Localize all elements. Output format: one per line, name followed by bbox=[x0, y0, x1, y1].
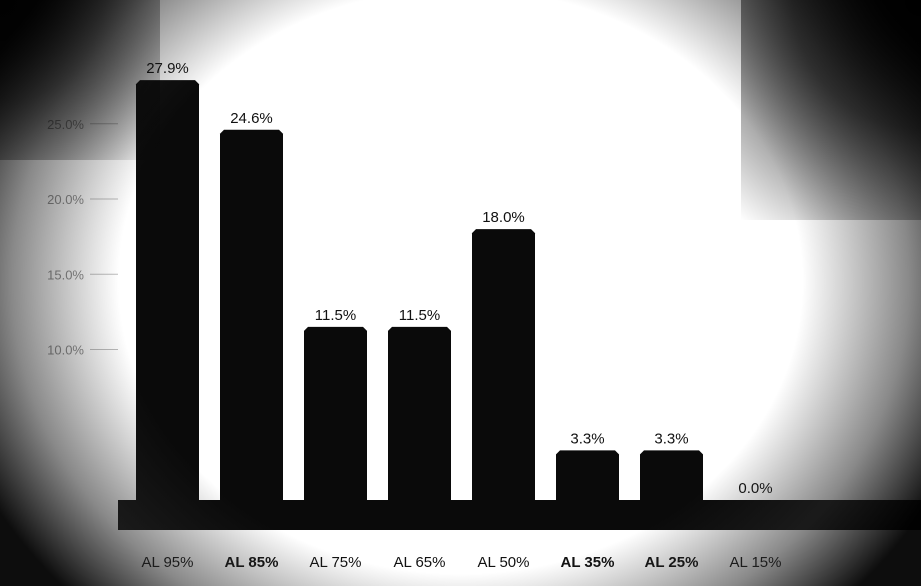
x-axis-baseline bbox=[118, 500, 921, 530]
y-tick-label: 10.0% bbox=[47, 343, 84, 358]
data-label: 24.6% bbox=[230, 110, 273, 127]
y-tick-label: 25.0% bbox=[47, 117, 84, 132]
data-label: 27.9% bbox=[146, 60, 189, 77]
data-label: 0.0% bbox=[738, 480, 772, 497]
category-label: AL 75% bbox=[310, 554, 362, 571]
bar bbox=[220, 129, 283, 500]
data-label: 3.3% bbox=[570, 430, 604, 447]
bar bbox=[556, 450, 619, 500]
data-label: 11.5% bbox=[315, 307, 356, 324]
category-label: AL 35% bbox=[561, 554, 615, 571]
y-tick-label: 20.0% bbox=[47, 192, 84, 207]
bar bbox=[472, 229, 535, 500]
category-label: AL 65% bbox=[394, 554, 446, 571]
category-label: AL 50% bbox=[478, 554, 530, 571]
bar bbox=[136, 80, 199, 500]
category-label: AL 85% bbox=[225, 554, 279, 571]
data-label: 11.5% bbox=[399, 307, 440, 324]
category-label: AL 25% bbox=[645, 554, 699, 571]
data-label: 3.3% bbox=[654, 430, 688, 447]
bar bbox=[388, 326, 451, 500]
category-label: AL 15% bbox=[730, 554, 782, 571]
data-label: 18.0% bbox=[482, 209, 525, 226]
y-tick-label: 15.0% bbox=[47, 267, 84, 282]
category-label: AL 95% bbox=[142, 554, 194, 571]
bar bbox=[304, 326, 367, 500]
bar bbox=[640, 450, 703, 500]
